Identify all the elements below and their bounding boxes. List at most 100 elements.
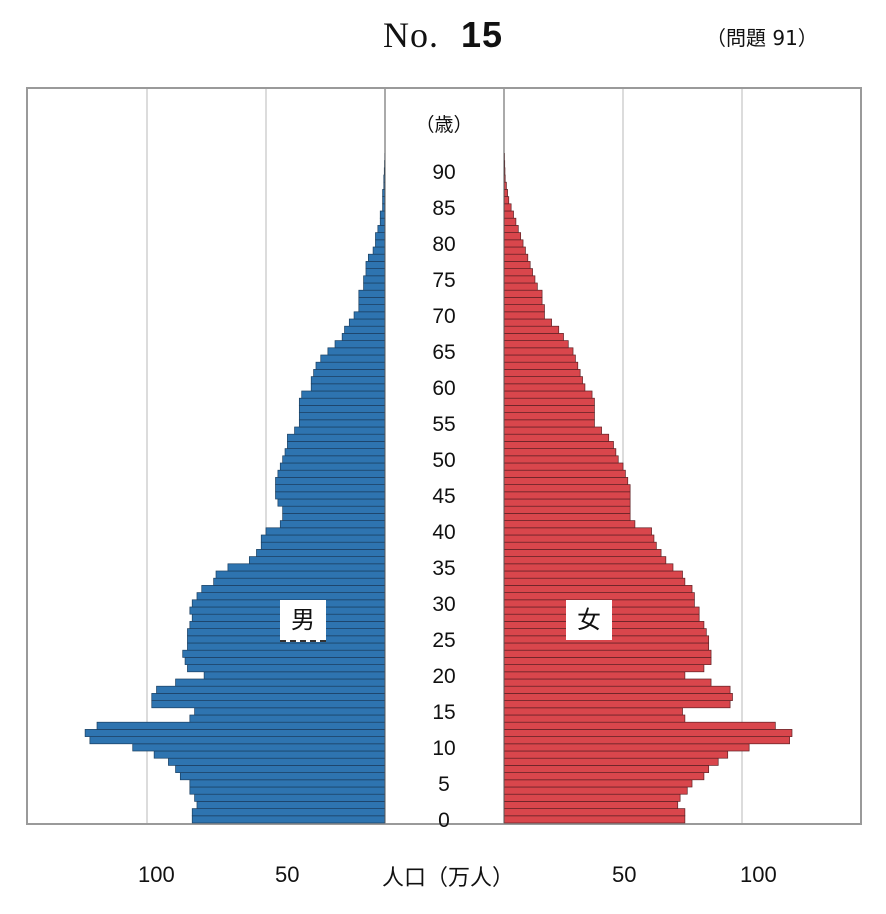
bar-female-age-66 [503, 340, 569, 349]
bar-female-age-69 [503, 318, 552, 327]
bar-male-age-46 [275, 484, 386, 493]
bar-female-age-21 [503, 664, 705, 673]
bar-female-age-37 [503, 549, 662, 557]
age-tick-70: 70 [432, 305, 455, 328]
bar-female-age-24 [503, 642, 710, 651]
age-tick-25: 25 [432, 629, 455, 652]
x-tick-female-50: 50 [612, 862, 637, 887]
bar-female-age-12 [503, 729, 793, 737]
bar-male-age-49 [279, 462, 386, 471]
bar-female-age-73 [503, 289, 543, 298]
age-tick-65: 65 [432, 341, 455, 364]
bar-female-age-6 [503, 772, 705, 781]
bar-male-age-42 [282, 513, 386, 521]
bar-male-age-20 [203, 671, 386, 680]
bar-female-age-8 [503, 757, 719, 766]
bar-male-age-55 [298, 419, 386, 428]
female-series-label: 女 [566, 600, 612, 640]
bar-male-age-21 [187, 664, 386, 673]
bar-male-age-15 [194, 707, 386, 716]
bar-male-age-81 [375, 232, 386, 241]
bar-female-age-45 [503, 491, 631, 500]
bar-male-age-51 [284, 448, 386, 457]
bar-female-age-51 [503, 448, 617, 457]
bar-male-age-84 [379, 210, 386, 219]
bar-female-age-67 [503, 333, 564, 341]
bar-female-age-84 [503, 210, 514, 219]
x-tick-male-100: 100 [138, 862, 175, 887]
bar-male-age-57 [298, 405, 386, 413]
age-tick-30: 30 [432, 593, 455, 616]
bar-female-age-1 [503, 808, 686, 817]
bar-female-age-13 [503, 721, 776, 730]
bar-female-age-68 [503, 325, 560, 334]
bar-female-age-46 [503, 484, 631, 493]
bar-female-age-42 [503, 513, 631, 521]
bar-female-age-80 [503, 239, 524, 248]
bar-male-age-66 [334, 340, 386, 349]
bar-male-age-70 [353, 311, 386, 320]
bar-male-age-80 [375, 239, 386, 248]
bar-male-age-82 [377, 225, 386, 233]
bar-female-age-53 [503, 433, 610, 442]
bar-female-age-57 [503, 405, 595, 413]
bar-male-age-76 [365, 268, 386, 277]
age-tick-50: 50 [432, 449, 455, 472]
bar-male-age-36 [248, 556, 386, 565]
bar-male-age-74 [363, 282, 386, 291]
age-tick-85: 85 [432, 197, 455, 220]
age-tick-40: 40 [432, 521, 455, 544]
bar-female-age-4 [503, 786, 688, 795]
bar-female-age-36 [503, 556, 667, 565]
bar-male-age-62 [313, 369, 386, 377]
bar-female-age-78 [503, 253, 529, 262]
bar-male-age-37 [256, 549, 386, 557]
bar-female-age-38 [503, 541, 657, 550]
bar-male-age-61 [310, 376, 386, 385]
age-tick-15: 15 [432, 701, 455, 724]
bar-female-age-32 [503, 585, 693, 593]
bar-female-age-17 [503, 693, 733, 701]
bar-female-age-14 [503, 714, 686, 723]
bar-male-age-53 [287, 433, 386, 442]
bar-male-age-16 [151, 700, 386, 709]
bar-male-age-24 [187, 642, 386, 651]
bar-female-age-72 [503, 297, 543, 305]
bar-female-age-83 [503, 217, 517, 226]
bar-female-age-75 [503, 275, 536, 284]
bar-female-age-9 [503, 750, 729, 759]
bar-female-age-19 [503, 678, 712, 687]
x-tick-male-50: 50 [275, 862, 300, 887]
age-tick-90: 90 [432, 161, 455, 184]
age-tick-5: 5 [438, 773, 450, 796]
bar-female-age-5 [503, 779, 693, 788]
bar-female-age-40 [503, 527, 652, 536]
age-axis-unit: （歳） [415, 114, 472, 136]
bar-male-age-77 [365, 261, 386, 269]
bar-male-age-1 [191, 808, 386, 817]
bar-male-age-69 [348, 318, 386, 327]
bar-male-age-13 [96, 721, 386, 730]
bar-male-age-71 [358, 304, 386, 313]
age-tick-10: 10 [432, 737, 455, 760]
bar-female-age-39 [503, 534, 655, 543]
bar-female-age-43 [503, 505, 631, 514]
bar-female-age-48 [503, 469, 626, 478]
bar-female-age-22 [503, 657, 712, 665]
bar-male-age-72 [358, 297, 386, 305]
bar-female-age-77 [503, 261, 531, 269]
chart-frame [26, 87, 862, 825]
bar-male-age-64 [320, 354, 386, 363]
bar-female-age-61 [503, 376, 583, 385]
bar-male-age-23 [182, 649, 386, 658]
bar-female-age-64 [503, 354, 576, 363]
bar-female-age-54 [503, 426, 602, 435]
bar-male-age-10 [132, 743, 386, 752]
bar-female-age-50 [503, 455, 619, 464]
bar-female-age-59 [503, 390, 593, 399]
bar-female-age-10 [503, 743, 750, 752]
bar-female-age-7 [503, 765, 710, 773]
bar-male-age-19 [175, 678, 386, 687]
bar-female-age-81 [503, 232, 522, 241]
